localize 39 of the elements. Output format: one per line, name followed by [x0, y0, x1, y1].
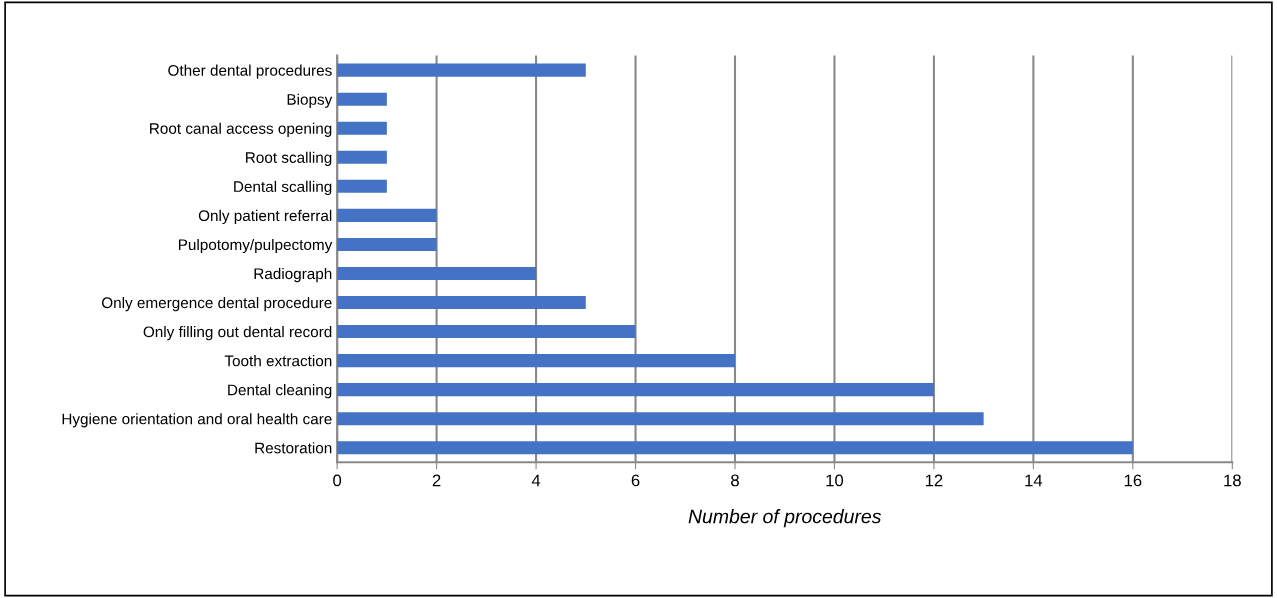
- x-tick-label: 10: [826, 474, 844, 487]
- bar: [337, 412, 984, 426]
- bar: [337, 179, 387, 193]
- bar: [337, 150, 387, 164]
- y-tick-label: Pulpotomy/pulpectomy: [178, 238, 333, 254]
- y-tick-label: Tooth extraction: [224, 355, 332, 367]
- x-tick-label: 2: [432, 474, 441, 487]
- bar: [337, 237, 437, 251]
- y-tick-label: Root scalling: [246, 151, 332, 166]
- y-tick-label: Radiograph: [254, 267, 332, 283]
- y-tick-label: Only patient referral: [198, 209, 332, 225]
- x-tick-label: 8: [731, 474, 739, 487]
- y-tick-label: Dental cleaning: [228, 384, 332, 399]
- x-tick-label: 16: [1124, 474, 1142, 487]
- bar: [337, 295, 586, 310]
- x-tick-label: 0: [333, 474, 342, 487]
- bar: [337, 383, 934, 397]
- bar: [337, 63, 586, 77]
- x-tick-label: 18: [1224, 474, 1241, 487]
- bar: [337, 441, 1133, 455]
- y-tick-label: Dental scalling: [234, 180, 332, 196]
- y-tick-label: Only filling out dental record: [143, 326, 332, 341]
- bar: [337, 266, 537, 280]
- x-tick-label: 4: [531, 474, 541, 487]
- x-tick-label: 14: [1025, 474, 1043, 487]
- y-tick-label: Only emergence dental procedure: [102, 296, 332, 312]
- bar: [337, 325, 636, 339]
- x-tick-label: 6: [631, 474, 640, 487]
- bar: [337, 354, 735, 368]
- x-axis-title: Number of procedures: [688, 509, 882, 528]
- bar: [337, 208, 437, 222]
- y-tick-label: Hygiene orientation and oral health care: [62, 413, 332, 428]
- y-tick-label: Restoration: [255, 442, 332, 454]
- y-tick-label: Biopsy: [287, 93, 333, 108]
- bar: [337, 121, 387, 135]
- x-tick-label: 12: [925, 474, 943, 487]
- y-tick-label: Other dental procedures: [168, 64, 332, 79]
- bar: [337, 92, 387, 106]
- y-tick-label: Root canal access opening: [150, 122, 332, 137]
